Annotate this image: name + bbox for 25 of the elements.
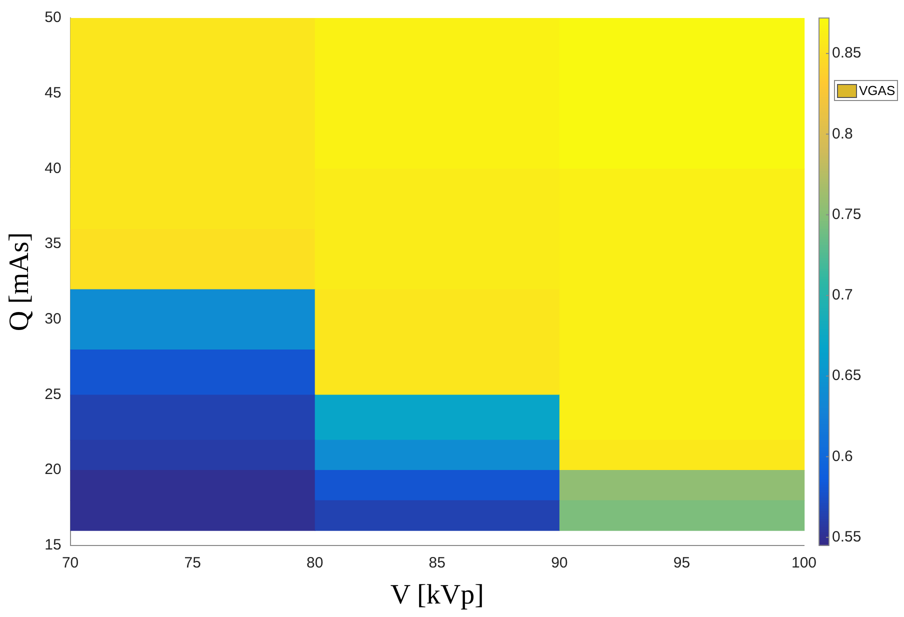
y-tick-label: 45 xyxy=(44,84,62,102)
x-tick-label: 70 xyxy=(62,554,79,572)
x-tick-label: 90 xyxy=(551,554,568,572)
color-bar-label: 0.85 xyxy=(832,44,862,62)
x-tick-label: 100 xyxy=(791,554,817,572)
color-bar-label: 0.8 xyxy=(832,125,853,142)
y-axis-title: Q [mAs] xyxy=(4,232,36,332)
color-bar-label: 0.6 xyxy=(832,448,853,465)
y-tick-label: 20 xyxy=(44,461,62,478)
color-bar-label: 0.7 xyxy=(832,286,853,304)
x-tick-label: 80 xyxy=(306,554,324,572)
y-tick-label: 15 xyxy=(44,536,62,554)
color-bar-label: 0.65 xyxy=(832,367,862,384)
color-bar-label: 0.75 xyxy=(832,206,862,223)
y-tick-label: 35 xyxy=(44,235,62,252)
color-bar-label: 0.55 xyxy=(832,528,862,546)
y-tick-label: 40 xyxy=(44,160,62,177)
x-tick-label: 95 xyxy=(673,554,690,572)
y-tick-label: 25 xyxy=(44,386,62,403)
x-tick-label: 85 xyxy=(428,554,446,572)
x-tick-label: 75 xyxy=(184,554,201,572)
x-axis-title: V [kVp] xyxy=(390,580,484,611)
y-tick-label: 30 xyxy=(44,310,62,328)
y-tick-label: 50 xyxy=(44,9,62,26)
legend-title: VGAS xyxy=(859,83,896,98)
